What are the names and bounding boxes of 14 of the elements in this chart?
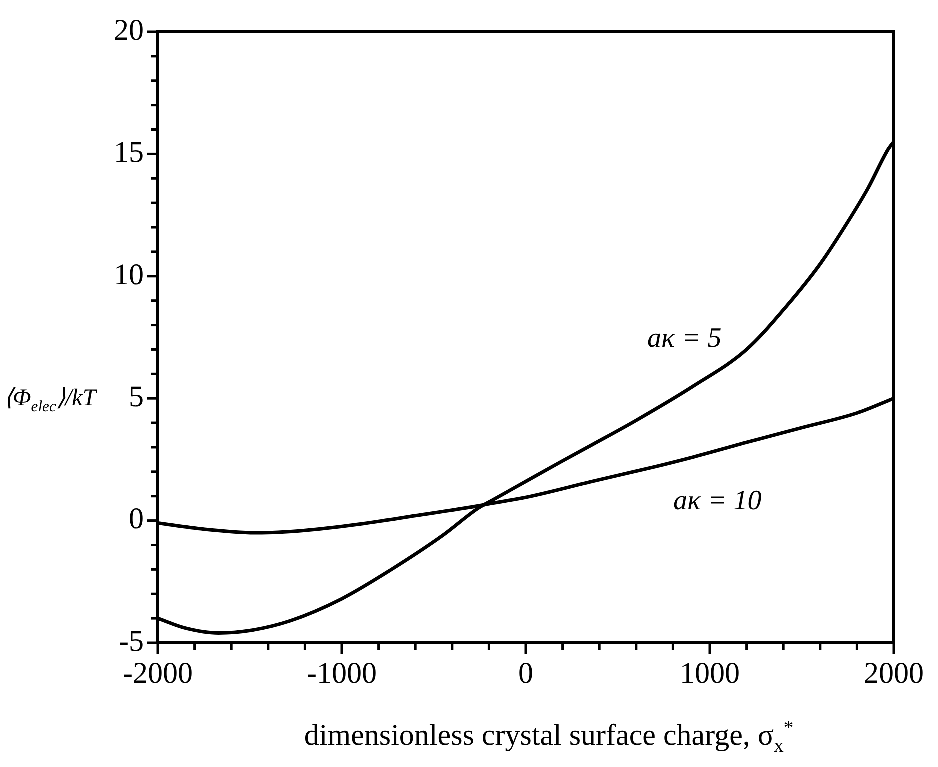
x-tick-label: -2000 xyxy=(123,656,193,690)
y-tick-label: 15 xyxy=(114,136,144,170)
y-tick-label: 10 xyxy=(114,258,144,292)
y-axis-title: ⟨Φ$_{elec}$⟩/kT xyxy=(4,384,96,416)
y-tick-label: 5 xyxy=(129,380,144,414)
x-tick-label: 1000 xyxy=(680,656,740,690)
y-tick-label: 0 xyxy=(129,502,144,536)
x-tick-label: -1000 xyxy=(307,656,377,690)
x-tick-label: 2000 xyxy=(864,656,924,690)
series-label: aκ = 10 xyxy=(673,486,762,517)
y-tick-label: -5 xyxy=(119,624,144,658)
x-tick-label: 0 xyxy=(518,656,534,690)
y-tick-label: 20 xyxy=(114,14,144,47)
series-label: aκ = 5 xyxy=(647,323,722,354)
